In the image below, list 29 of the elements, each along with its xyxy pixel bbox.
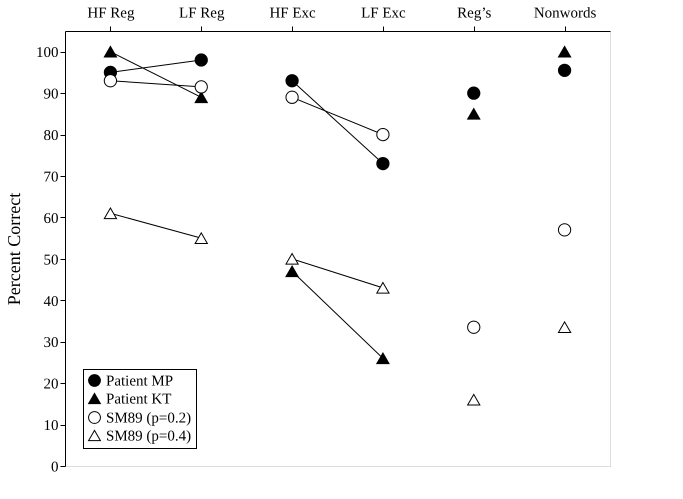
point xyxy=(104,46,118,58)
y-tick-label: 60 xyxy=(44,210,58,227)
legend-label: SM89 (p=0.4) xyxy=(106,428,192,444)
legend-label: SM89 (p=0.2) xyxy=(106,410,192,426)
x-tick-label: LF Reg xyxy=(179,6,225,22)
y-tick-label: 30 xyxy=(44,335,58,352)
y-tick-label: 20 xyxy=(44,376,58,393)
point xyxy=(104,207,118,220)
y-tick-label: 100 xyxy=(36,45,58,62)
y-tick-label: 80 xyxy=(44,128,58,144)
x-tick-label: HF Reg xyxy=(87,6,135,22)
point xyxy=(194,53,208,67)
y-axis-title: Percent Correct xyxy=(4,192,24,306)
point xyxy=(194,80,208,94)
y-tick-label: 40 xyxy=(44,294,58,310)
point xyxy=(194,232,208,244)
y-tick-label: 50 xyxy=(44,252,58,268)
point xyxy=(104,74,118,88)
y-tick-label: 90 xyxy=(44,86,58,103)
x-tick-label: Reg’s xyxy=(457,6,492,22)
y-tick-label: 10 xyxy=(44,418,58,434)
x-tick-label: LF Exc xyxy=(361,6,406,22)
x-tick-label: Nonwords xyxy=(534,6,596,22)
point xyxy=(285,74,299,88)
y-tick-label: 70 xyxy=(44,170,58,186)
y-tick-label: 0 xyxy=(51,460,58,476)
x-tick-label: HF Exc xyxy=(269,6,316,22)
legend-label: Patient KT xyxy=(106,392,172,408)
legend-label: Patient MP xyxy=(106,374,174,390)
